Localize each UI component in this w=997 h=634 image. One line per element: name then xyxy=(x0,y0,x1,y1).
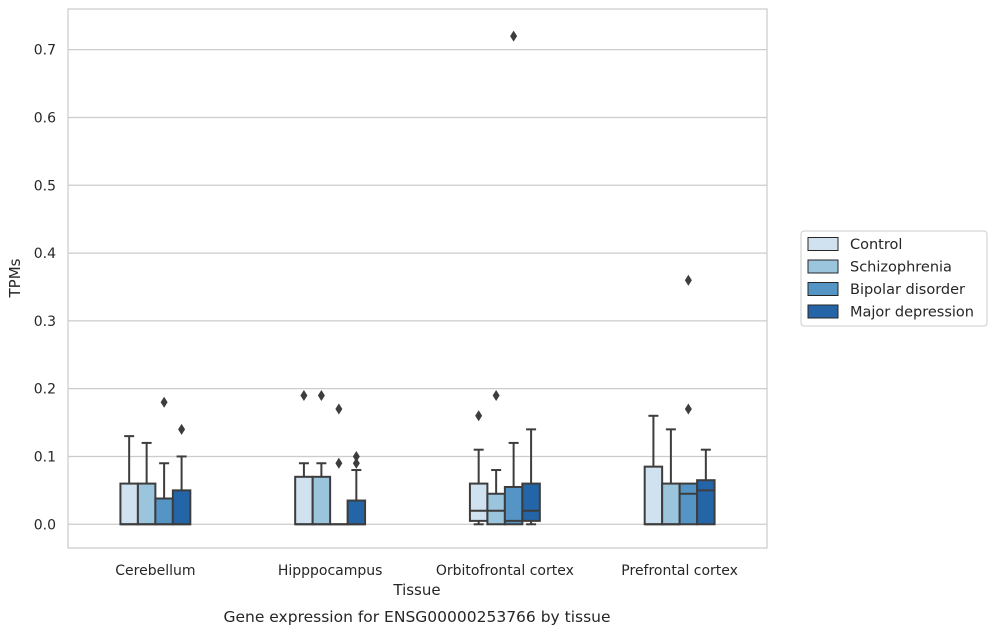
box-major-depression-orbitofrontal-cortex xyxy=(521,428,541,526)
box-body xyxy=(468,482,489,522)
outlier-point xyxy=(352,457,360,469)
outlier-point xyxy=(475,410,483,422)
x-tick-label-hipppocampus: Hipppocampus xyxy=(278,563,383,579)
box-body xyxy=(521,482,541,522)
legend: Control Schizophrenia Bipolar disorder Majo… xyxy=(800,230,988,327)
y-tick-label: 0.0 xyxy=(34,517,56,533)
y-tick-label: 0.2 xyxy=(34,382,56,398)
x-tick-labels: Cerebellum Hipppocampus Orbitofrontal cort… xyxy=(115,563,738,579)
legend-swatch xyxy=(807,304,839,319)
outlier-point xyxy=(492,389,500,401)
box-bipolar-disorder-orbitofrontal-cortex xyxy=(503,30,524,526)
legend-item-major-depression: Major depression xyxy=(807,304,974,321)
y-tick-labels: 0.0 0.1 0.2 0.3 0.4 0.5 0.6 0.7 xyxy=(34,43,56,534)
legend-frame xyxy=(800,230,988,327)
box-body xyxy=(678,482,699,526)
box-control-prefrontal-cortex xyxy=(643,414,664,526)
box-schizophrenia-cerebellum xyxy=(136,441,157,526)
legend-swatch xyxy=(807,259,839,274)
outlier-point xyxy=(300,389,308,401)
box-schizophrenia-hipppocampus xyxy=(311,389,332,526)
legend-label: Bipolar disorder xyxy=(850,282,965,298)
legend-swatch xyxy=(807,237,839,251)
box-body xyxy=(661,482,681,526)
legend-item-bipolar-disorder: Bipolar disorder xyxy=(807,282,965,298)
outlier-point xyxy=(335,403,343,415)
box-major-depression-prefrontal-cortex xyxy=(696,448,716,526)
box-schizophrenia-prefrontal-cortex xyxy=(661,428,681,526)
outlier-point xyxy=(335,457,343,469)
plot-frame xyxy=(67,8,768,549)
y-tick-label: 0.1 xyxy=(34,449,56,465)
legend-label: Major depression xyxy=(850,305,974,321)
box-control-orbitofrontal-cortex xyxy=(468,410,489,526)
box-body xyxy=(294,475,314,526)
y-tick-label: 0.3 xyxy=(34,314,56,330)
box-major-depression-cerebellum xyxy=(171,423,192,526)
outlier-point xyxy=(510,30,518,42)
box-schizophrenia-orbitofrontal-cortex xyxy=(486,389,506,526)
legend-item-schizophrenia: Schizophrenia xyxy=(807,259,952,276)
legend-items: Control Schizophrenia Bipolar disorder Majo… xyxy=(807,237,974,321)
y-tick-label: 0.7 xyxy=(34,43,56,59)
chart-caption: Gene expression for ENSG00000253766 by t… xyxy=(223,608,610,626)
box-body xyxy=(154,497,174,526)
outlier-point xyxy=(352,450,360,462)
box-body xyxy=(486,492,506,526)
box-body xyxy=(696,479,716,526)
x-tick-label-prefrontal-cortex: Prefrontal cortex xyxy=(621,563,738,579)
outlier-point xyxy=(317,389,325,401)
y-tick-label: 0.4 xyxy=(34,246,56,262)
box-body xyxy=(171,489,192,526)
legend-swatch xyxy=(807,282,839,296)
box-control-cerebellum xyxy=(119,435,139,526)
x-tick-label-cerebellum: Cerebellum xyxy=(115,563,195,579)
box-major-depression-hipppocampus xyxy=(346,450,367,526)
outlier-point xyxy=(684,274,692,286)
grid-layer xyxy=(68,49,767,525)
x-axis-title: Tissue xyxy=(392,581,440,599)
legend-label: Schizophrenia xyxy=(850,260,952,276)
box-body xyxy=(346,499,367,526)
box-body xyxy=(119,482,139,526)
y-axis-title: TPMs xyxy=(6,258,24,298)
x-tick-label-orbitofrontal-cortex: Orbitofrontal cortex xyxy=(436,563,574,579)
box-control-hipppocampus xyxy=(294,389,314,526)
outlier-point xyxy=(178,423,186,435)
y-tick-label: 0.5 xyxy=(34,178,56,194)
box-body xyxy=(136,482,157,526)
outlier-point xyxy=(160,396,168,408)
legend-label: Control xyxy=(850,237,902,253)
box-body xyxy=(503,485,524,526)
box-layer xyxy=(119,30,716,526)
box-bipolar-disorder-hipppocampus xyxy=(329,403,349,526)
box-body xyxy=(311,475,332,526)
box-bipolar-disorder-cerebellum xyxy=(154,396,174,526)
legend-item-control: Control xyxy=(807,237,902,253)
y-tick-label: 0.6 xyxy=(34,110,56,126)
box-bipolar-disorder-prefrontal-cortex xyxy=(678,274,699,526)
outlier-point xyxy=(684,403,692,415)
box-body xyxy=(643,465,664,526)
